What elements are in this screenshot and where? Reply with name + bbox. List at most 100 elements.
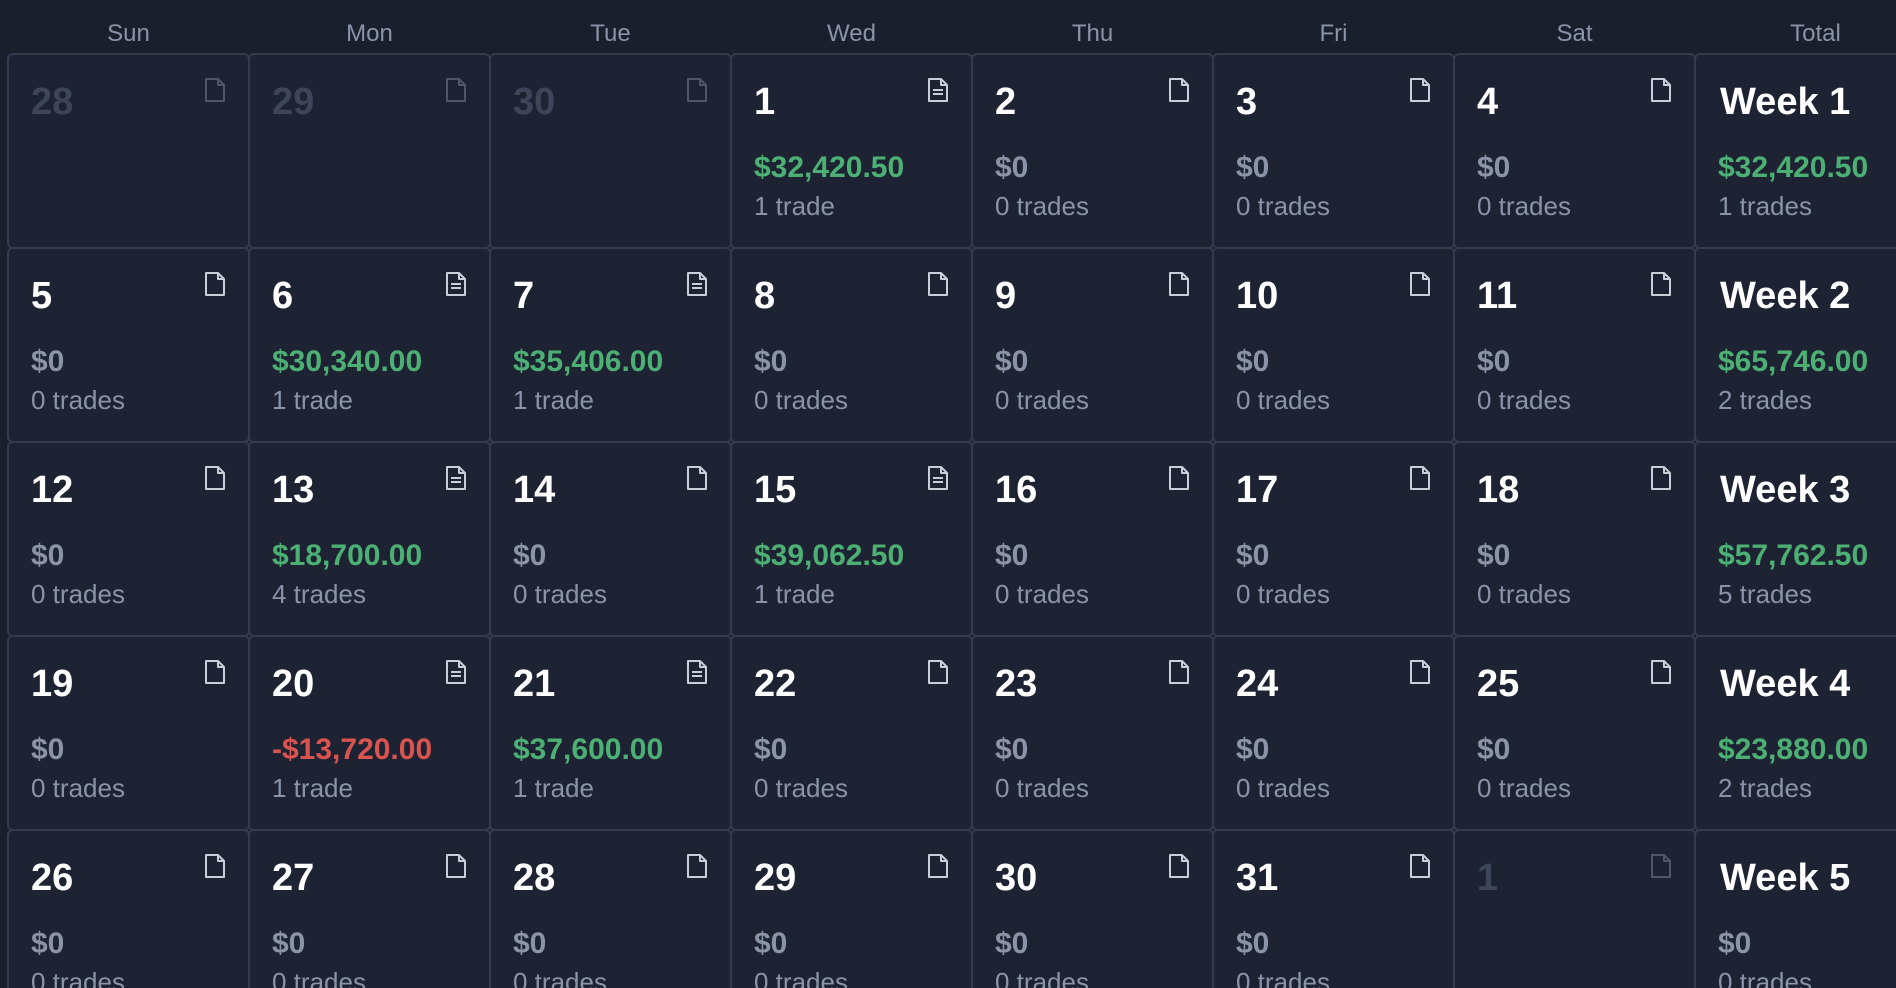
- note-icon[interactable]: [927, 659, 949, 685]
- day-cell[interactable]: 9 $0 0 trades: [971, 247, 1214, 443]
- note-icon[interactable]: [1168, 853, 1190, 879]
- day-cell[interactable]: 16 $0 0 trades: [971, 441, 1214, 637]
- note-icon[interactable]: [927, 853, 949, 879]
- note-icon[interactable]: [204, 659, 226, 685]
- week-pnl: $57,762.50: [1718, 539, 1869, 572]
- day-cell[interactable]: 22 $0 0 trades: [730, 635, 973, 831]
- note-icon[interactable]: [1168, 77, 1190, 103]
- note-icon[interactable]: [686, 465, 708, 491]
- day-cell[interactable]: 27 $0 0 trades: [248, 829, 491, 988]
- note-icon[interactable]: [445, 77, 467, 103]
- day-cell[interactable]: 1 $32,420.50 1 trade: [730, 53, 973, 249]
- day-trade-count: 0 trades: [995, 967, 1089, 988]
- week-total-cell[interactable]: Week 5 $0 0 trades: [1694, 829, 1896, 988]
- day-trade-count: 0 trades: [995, 191, 1089, 221]
- day-cell[interactable]: 21 $37,600.00 1 trade: [489, 635, 732, 831]
- note-icon[interactable]: [927, 271, 949, 297]
- note-icon[interactable]: [204, 853, 226, 879]
- day-cell[interactable]: 29 $0 0 trades: [730, 829, 973, 988]
- day-trade-count: 1 trade: [272, 773, 353, 803]
- note-filled-icon[interactable]: [445, 659, 467, 685]
- day-cell[interactable]: 12 $0 0 trades: [7, 441, 250, 637]
- day-number: 24: [1236, 663, 1279, 705]
- note-filled-icon[interactable]: [927, 465, 949, 491]
- note-icon[interactable]: [1650, 271, 1672, 297]
- day-cell[interactable]: 8 $0 0 trades: [730, 247, 973, 443]
- header-fri: Fri: [1319, 20, 1348, 47]
- day-cell[interactable]: 30 $0 0 trades: [971, 829, 1214, 988]
- note-icon[interactable]: [445, 853, 467, 879]
- day-cell[interactable]: 24 $0 0 trades: [1212, 635, 1455, 831]
- day-cell[interactable]: 28 $0 0 trades: [489, 829, 732, 988]
- day-cell[interactable]: 18 $0 0 trades: [1453, 441, 1696, 637]
- day-number: 12: [31, 469, 74, 511]
- day-number: 28: [513, 857, 556, 899]
- day-pnl: $0: [513, 927, 547, 960]
- note-filled-icon[interactable]: [686, 659, 708, 685]
- day-cell[interactable]: 28: [7, 53, 250, 249]
- note-icon[interactable]: [1650, 659, 1672, 685]
- day-cell[interactable]: 25 $0 0 trades: [1453, 635, 1696, 831]
- day-trade-count: 0 trades: [31, 773, 125, 803]
- day-cell[interactable]: 20 -$13,720.00 1 trade: [248, 635, 491, 831]
- day-pnl: $0: [1236, 151, 1270, 184]
- day-cell[interactable]: 15 $39,062.50 1 trade: [730, 441, 973, 637]
- day-cell[interactable]: 7 $35,406.00 1 trade: [489, 247, 732, 443]
- day-trade-count: 0 trades: [754, 773, 848, 803]
- day-cell[interactable]: 23 $0 0 trades: [971, 635, 1214, 831]
- day-cell[interactable]: 13 $18,700.00 4 trades: [248, 441, 491, 637]
- day-cell[interactable]: 10 $0 0 trades: [1212, 247, 1455, 443]
- note-icon[interactable]: [1168, 659, 1190, 685]
- note-icon[interactable]: [204, 271, 226, 297]
- note-icon[interactable]: [1409, 465, 1431, 491]
- day-pnl: $30,340.00: [272, 345, 423, 378]
- day-cell[interactable]: 11 $0 0 trades: [1453, 247, 1696, 443]
- day-number: 15: [754, 469, 797, 511]
- week-total-cell[interactable]: Week 2 $65,746.00 2 trades: [1694, 247, 1896, 443]
- day-cell[interactable]: 6 $30,340.00 1 trade: [248, 247, 491, 443]
- day-cell[interactable]: 19 $0 0 trades: [7, 635, 250, 831]
- note-icon[interactable]: [1168, 465, 1190, 491]
- header-tue: Tue: [590, 20, 631, 47]
- day-cell[interactable]: 14 $0 0 trades: [489, 441, 732, 637]
- note-filled-icon[interactable]: [445, 465, 467, 491]
- day-cell[interactable]: 5 $0 0 trades: [7, 247, 250, 443]
- note-icon[interactable]: [1650, 465, 1672, 491]
- note-icon[interactable]: [1650, 853, 1672, 879]
- day-number: 31: [1236, 857, 1279, 899]
- note-icon[interactable]: [1409, 853, 1431, 879]
- note-icon[interactable]: [1168, 271, 1190, 297]
- note-icon[interactable]: [686, 77, 708, 103]
- day-cell[interactable]: 30: [489, 53, 732, 249]
- week-total-cell[interactable]: Week 1 $32,420.50 1 trades: [1694, 53, 1896, 249]
- note-filled-icon[interactable]: [927, 77, 949, 103]
- note-icon[interactable]: [204, 465, 226, 491]
- day-number: 8: [754, 275, 776, 317]
- day-cell[interactable]: 17 $0 0 trades: [1212, 441, 1455, 637]
- day-cell[interactable]: 26 $0 0 trades: [7, 829, 250, 988]
- header-total: Total: [1790, 20, 1841, 47]
- day-pnl: $0: [31, 345, 65, 378]
- day-cell[interactable]: 1: [1453, 829, 1696, 988]
- day-pnl: $32,420.50: [754, 151, 905, 184]
- day-number: 5: [31, 275, 53, 317]
- day-number: 18: [1477, 469, 1520, 511]
- note-icon[interactable]: [1650, 77, 1672, 103]
- day-number: 10: [1236, 275, 1279, 317]
- day-cell[interactable]: 2 $0 0 trades: [971, 53, 1214, 249]
- note-filled-icon[interactable]: [686, 271, 708, 297]
- day-cell[interactable]: 4 $0 0 trades: [1453, 53, 1696, 249]
- note-icon[interactable]: [1409, 271, 1431, 297]
- day-cell[interactable]: 31 $0 0 trades: [1212, 829, 1455, 988]
- day-number: 4: [1477, 81, 1499, 123]
- day-cell[interactable]: 3 $0 0 trades: [1212, 53, 1455, 249]
- week-total-cell[interactable]: Week 3 $57,762.50 5 trades: [1694, 441, 1896, 637]
- note-icon[interactable]: [204, 77, 226, 103]
- note-icon[interactable]: [1409, 77, 1431, 103]
- day-pnl: $39,062.50: [754, 539, 905, 572]
- note-filled-icon[interactable]: [445, 271, 467, 297]
- note-icon[interactable]: [1409, 659, 1431, 685]
- note-icon[interactable]: [686, 853, 708, 879]
- day-cell[interactable]: 29: [248, 53, 491, 249]
- week-total-cell[interactable]: Week 4 $23,880.00 2 trades: [1694, 635, 1896, 831]
